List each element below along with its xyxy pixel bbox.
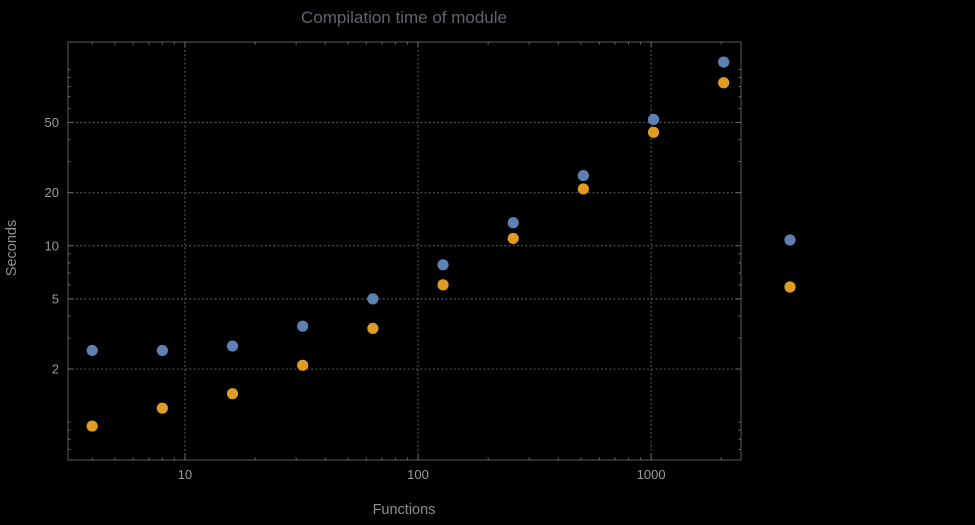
data-point-series-orange <box>86 420 98 432</box>
data-point-series-orange <box>367 322 379 335</box>
legend-layer <box>784 234 796 293</box>
data-point-series-blue <box>577 169 589 182</box>
tick-marks-layer <box>68 42 741 460</box>
data-point-series-blue <box>437 259 449 271</box>
data-points-layer <box>86 56 730 432</box>
plot-frame-layer <box>67 41 742 461</box>
gridlines-layer <box>67 41 742 461</box>
data-point-series-orange <box>647 126 660 138</box>
legend-marker <box>784 234 796 246</box>
tick-labels-layer: 10 100 1000 2 5 10 20 50 <box>45 115 666 482</box>
data-point-series-blue <box>718 56 730 68</box>
data-point-series-orange <box>577 183 589 195</box>
data-point-series-orange <box>297 359 309 371</box>
data-point-series-blue <box>86 344 98 357</box>
data-point-series-blue <box>647 113 660 126</box>
x-axis-label: Functions <box>373 502 436 518</box>
x-tick-label: 1000 <box>637 467 666 482</box>
y-tick-label: 2 <box>52 362 59 377</box>
data-point-series-blue <box>297 320 309 332</box>
y-tick-label: 5 <box>52 291 59 306</box>
x-tick-label: 10 <box>178 467 192 482</box>
data-point-series-orange <box>226 388 239 400</box>
data-point-series-blue <box>156 344 168 357</box>
data-point-series-orange <box>507 232 519 245</box>
data-point-series-blue <box>507 217 519 229</box>
data-point-series-blue <box>226 340 239 352</box>
y-tick-label: 50 <box>45 115 59 130</box>
data-point-series-orange <box>156 402 168 414</box>
legend-marker <box>784 281 796 293</box>
chart-title: Compilation time of module <box>301 8 507 27</box>
y-tick-label: 20 <box>45 185 59 200</box>
plot-frame <box>67 41 742 461</box>
y-tick-label: 10 <box>45 238 59 253</box>
x-tick-label: 100 <box>407 467 429 482</box>
data-point-series-blue <box>367 293 379 305</box>
data-point-series-orange <box>437 279 449 291</box>
data-point-series-orange <box>718 77 730 89</box>
y-axis-label: Seconds <box>4 220 20 276</box>
